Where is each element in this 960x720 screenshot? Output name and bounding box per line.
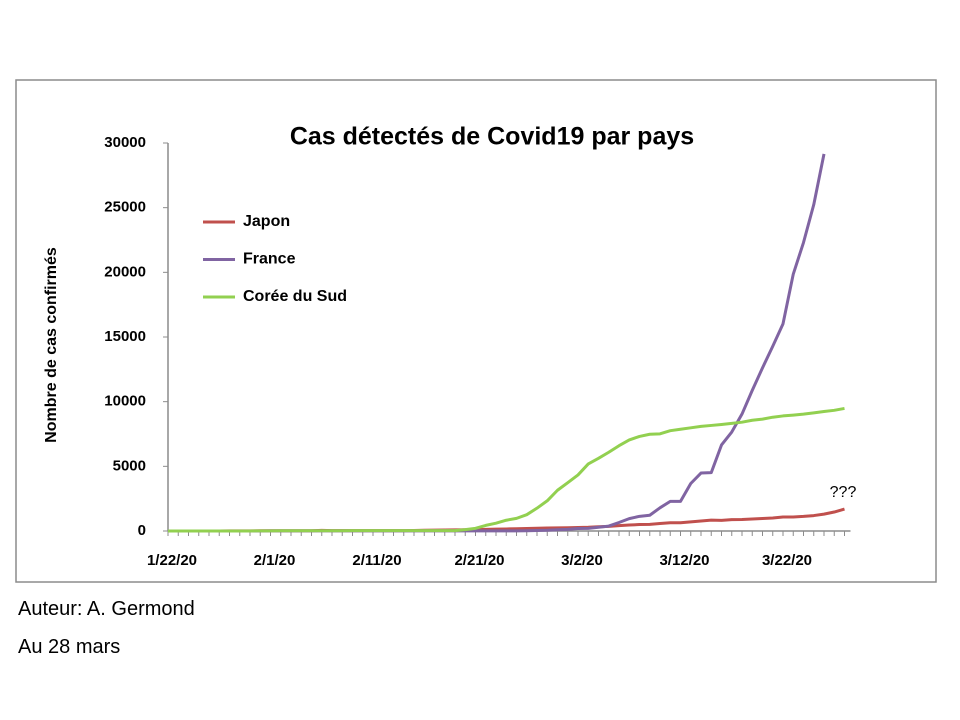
- x-tick-label: 2/1/20: [254, 552, 296, 569]
- x-tick-label: 3/2/20: [561, 552, 603, 569]
- x-tick-label: 2/11/20: [352, 552, 401, 569]
- y-tick-label: 25000: [104, 199, 146, 216]
- y-tick-label: 20000: [104, 263, 146, 280]
- y-tick-label: 30000: [104, 134, 146, 151]
- legend-label: Corée du Sud: [243, 288, 347, 305]
- x-tick-label: 1/22/20: [147, 552, 197, 569]
- author: Auteur: A. Germond: [18, 598, 195, 620]
- annotation: ???: [830, 484, 857, 501]
- x-tick-label: 2/21/20: [454, 552, 504, 569]
- y-axis-label: Nombre de cas confirmés: [43, 247, 60, 443]
- y-tick-label: 10000: [104, 393, 146, 410]
- y-tick-label: 0: [138, 522, 146, 539]
- x-tick-label: 3/12/20: [659, 552, 709, 569]
- legend-label: Japon: [243, 213, 290, 230]
- legend-label: France: [243, 251, 296, 268]
- chart-title: Cas détectés de Covid19 par pays: [290, 123, 694, 151]
- y-tick-label: 15000: [104, 328, 146, 345]
- x-tick-label: 3/22/20: [762, 552, 812, 569]
- date-note: Au 28 mars: [18, 636, 121, 658]
- chart-frame: [15, 79, 937, 583]
- chart: Cas détectés de Covid19 par pays Nombre …: [15, 79, 937, 583]
- y-tick-label: 5000: [113, 457, 146, 474]
- series-line: [168, 406, 845, 533]
